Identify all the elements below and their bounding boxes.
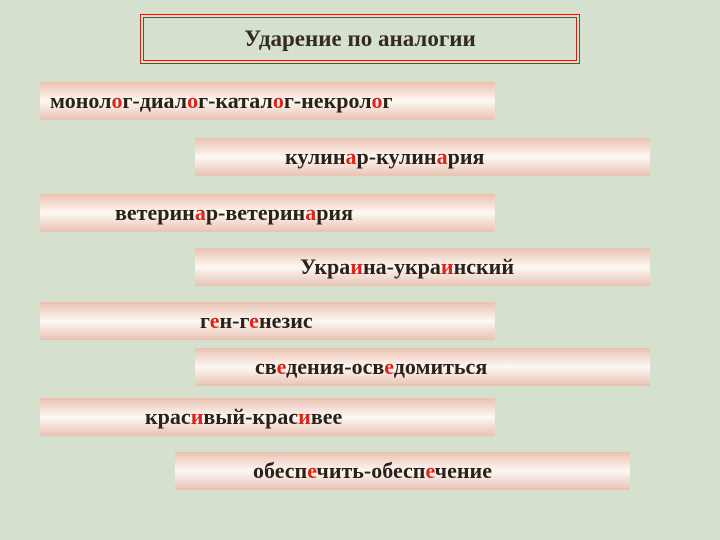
text-segment: вый-крас	[203, 404, 298, 429]
stressed-vowel: и	[350, 254, 363, 279]
stressed-vowel: е	[425, 458, 434, 483]
stressed-vowel: а	[346, 144, 357, 169]
text-segment: г	[383, 88, 393, 113]
slide-title: Ударение по аналогии	[140, 14, 580, 64]
stressed-vowel: и	[298, 404, 311, 429]
analogy-bar: красивый-красивее	[40, 398, 495, 436]
text-segment: ветерин	[115, 200, 195, 225]
text-segment: н-г	[219, 308, 249, 333]
analogy-bar: сведения-осведомиться	[195, 348, 650, 386]
text-segment: вее	[311, 404, 342, 429]
stressed-vowel: о	[111, 88, 122, 113]
text-segment: р-кулин	[357, 144, 437, 169]
text-segment: рия	[448, 144, 485, 169]
stressed-vowel: о	[273, 88, 284, 113]
text-segment: на-укра	[363, 254, 441, 279]
text-segment: нский	[454, 254, 514, 279]
stressed-vowel: а	[437, 144, 448, 169]
analogy-bar: ген-генезис	[40, 302, 495, 340]
stressed-vowel: е	[210, 308, 220, 333]
analogy-bar: обеспечить-обеспечение	[175, 452, 630, 490]
stressed-vowel: и	[441, 254, 454, 279]
stressed-vowel: а	[305, 200, 316, 225]
stressed-vowel: и	[191, 404, 204, 429]
stressed-vowel: о	[372, 88, 383, 113]
text-segment: г	[200, 308, 210, 333]
text-segment: св	[255, 354, 277, 379]
text-segment: чить-обесп	[316, 458, 425, 483]
analogy-bar: кулинар-кулинария	[195, 138, 650, 176]
text-segment: домиться	[394, 354, 487, 379]
stressed-vowel: а	[195, 200, 206, 225]
stressed-vowel: е	[277, 354, 286, 379]
stressed-vowel: е	[384, 354, 393, 379]
text-segment: Укра	[300, 254, 350, 279]
text-segment: г-некрол	[284, 88, 372, 113]
text-segment: рия	[316, 200, 353, 225]
text-segment: обесп	[253, 458, 307, 483]
text-segment: чение	[435, 458, 492, 483]
analogy-bar: монолог-диалог-каталог-некролог	[40, 82, 495, 120]
text-segment: р-ветерин	[206, 200, 305, 225]
analogy-bar: ветеринар-ветеринария	[40, 194, 495, 232]
text-segment: дения-осв	[286, 354, 384, 379]
stressed-vowel: е	[249, 308, 259, 333]
text-segment: г-катал	[198, 88, 273, 113]
text-segment: незис	[259, 308, 313, 333]
analogy-bar: Украина-украинский	[195, 248, 650, 286]
text-segment: монол	[50, 88, 111, 113]
text-segment: крас	[145, 404, 191, 429]
text-segment: кулин	[285, 144, 346, 169]
text-segment: г-диал	[122, 88, 187, 113]
stressed-vowel: о	[187, 88, 198, 113]
